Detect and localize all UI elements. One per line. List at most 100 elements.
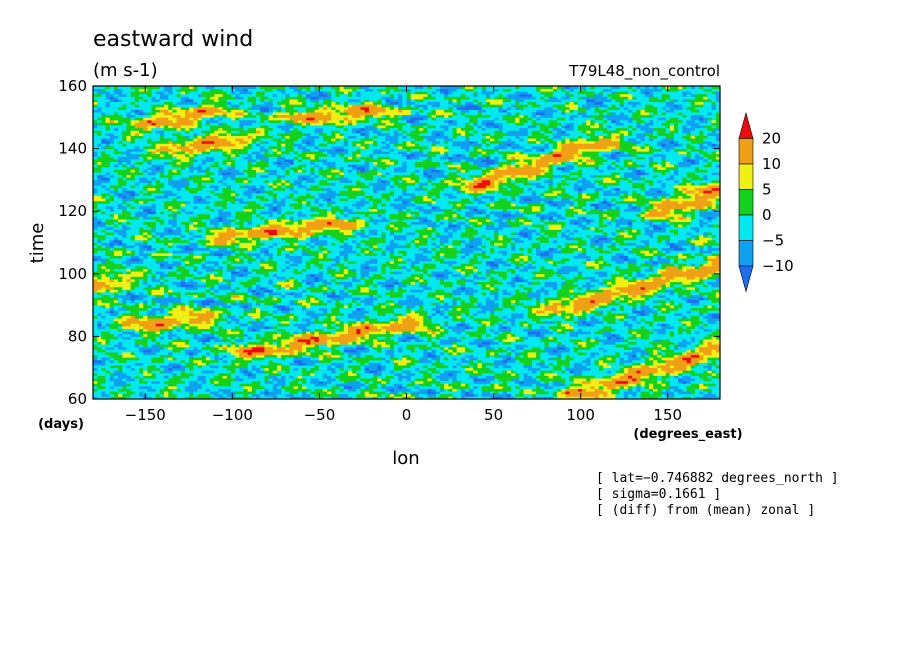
- field-cell: [122, 367, 132, 371]
- field-cell: [197, 362, 207, 366]
- field-cell: [368, 245, 374, 249]
- field-cell: [239, 273, 244, 277]
- field-cell: [414, 393, 420, 397]
- field-cell: [699, 318, 708, 322]
- field-cell: [93, 365, 111, 369]
- field-cell: [444, 357, 449, 361]
- field-cell: [477, 370, 495, 374]
- field-cell: [586, 252, 616, 256]
- field-cell: [281, 341, 290, 345]
- field-cell: [230, 284, 244, 288]
- field-cell: [243, 255, 253, 259]
- field-cell: [243, 224, 257, 228]
- field-cell: [393, 359, 412, 363]
- field-cell: [506, 260, 512, 264]
- field-cell: [427, 378, 432, 382]
- field-cell: [118, 292, 127, 296]
- field-cell: [130, 271, 144, 275]
- field-cell: [611, 325, 629, 329]
- field-cell: [678, 258, 683, 262]
- field-cell: [531, 297, 537, 301]
- field-cell: [339, 245, 353, 249]
- field-cell: [251, 320, 265, 324]
- field-cell: [393, 239, 412, 243]
- field-cell: [519, 336, 524, 340]
- field-cell: [289, 265, 307, 269]
- field-cell: [435, 252, 441, 256]
- field-cell: [339, 341, 349, 345]
- field-cell: [490, 297, 495, 301]
- field-cell: [452, 294, 470, 298]
- field-cell: [285, 268, 295, 272]
- field-cell: [335, 378, 341, 382]
- field-cell: [389, 320, 395, 324]
- field-cell: [138, 391, 144, 395]
- field-cell: [302, 333, 315, 337]
- field-cell: [393, 393, 403, 397]
- field-cell: [310, 284, 315, 288]
- field-cell: [398, 242, 407, 246]
- field-cell: [260, 365, 278, 369]
- field-cell: [665, 229, 671, 233]
- field-cell: [364, 339, 374, 343]
- field-cell: [527, 325, 533, 329]
- field-cell: [184, 255, 194, 259]
- field-cell: [690, 396, 696, 399]
- field-cell: [230, 247, 249, 251]
- field-cell: [197, 378, 207, 382]
- field-cell: [109, 354, 123, 358]
- field-cell: [264, 346, 274, 350]
- field-cell: [164, 237, 169, 241]
- field-cell: [155, 247, 161, 251]
- field-cell: [623, 320, 629, 324]
- field-cell: [189, 393, 194, 397]
- field-cell: [414, 362, 432, 366]
- field-cell: [636, 393, 641, 397]
- field-cell: [511, 279, 516, 283]
- field-cell: [561, 320, 575, 324]
- field-cell: [222, 365, 249, 369]
- field-cell: [264, 393, 278, 397]
- field-cell: [661, 354, 675, 358]
- field-cell: [306, 320, 315, 324]
- field-cell: [682, 375, 692, 379]
- field-cell: [272, 385, 278, 389]
- field-cell: [602, 393, 608, 397]
- field-cell: [410, 221, 437, 225]
- field-cell: [669, 323, 683, 327]
- field-cell: [498, 250, 508, 254]
- field-cell: [452, 378, 458, 382]
- field-cell: [272, 359, 295, 363]
- field-cell: [306, 260, 320, 264]
- field-cell: [289, 352, 295, 356]
- field-cell: [393, 372, 403, 376]
- field-cell: [607, 362, 621, 366]
- field-cell: [653, 226, 662, 230]
- field-cell: [276, 331, 282, 335]
- field-cell: [159, 276, 165, 280]
- field-cell: [448, 302, 453, 306]
- field-cell: [448, 237, 470, 241]
- field-cell: [147, 307, 152, 311]
- field-cell: [360, 352, 386, 356]
- field-cell: [347, 323, 353, 327]
- field-cell: [176, 268, 190, 272]
- field-cell: [485, 323, 491, 327]
- field-cell: [435, 229, 445, 233]
- field-cell: [347, 305, 353, 309]
- field-cell: [239, 318, 257, 322]
- field-cell: [427, 344, 432, 348]
- field-cell: [101, 239, 111, 243]
- field-cell: [360, 239, 386, 243]
- field-cell: [707, 284, 713, 288]
- field-cell: [138, 258, 144, 262]
- field-cell: [293, 378, 307, 382]
- field-cell: [502, 359, 508, 363]
- field-cell: [122, 352, 132, 356]
- field-cell: [615, 239, 625, 243]
- field-cell: [644, 318, 654, 322]
- field-cell: [239, 258, 244, 262]
- field-cell: [435, 265, 453, 269]
- field-cell: [682, 258, 687, 262]
- field-cell: [155, 237, 161, 241]
